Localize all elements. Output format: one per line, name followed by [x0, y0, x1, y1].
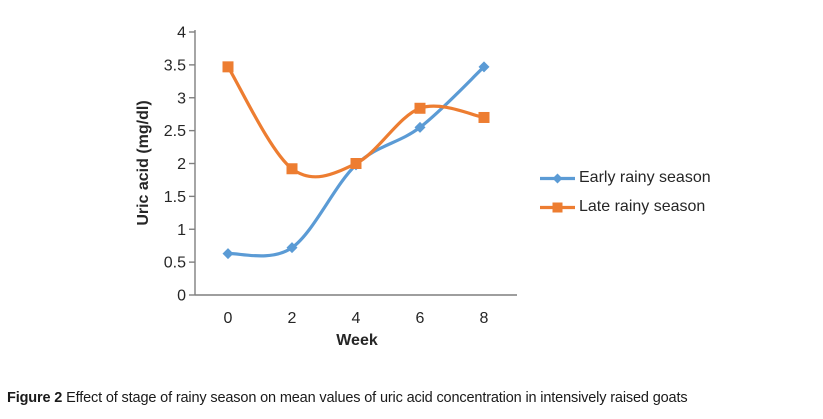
y-axis-title: Uric acid (mg/dl) — [135, 100, 152, 226]
svg-text:2: 2 — [177, 156, 186, 173]
svg-text:0.5: 0.5 — [164, 255, 186, 272]
legend-label-late-rainy-season: Late rainy season — [579, 198, 706, 215]
svg-text:2: 2 — [288, 310, 297, 327]
x-axis-title: Week — [336, 332, 378, 349]
figure-caption: Figure 2 Effect of stage of rainy season… — [7, 390, 821, 406]
svg-text:8: 8 — [480, 310, 489, 327]
svg-text:1: 1 — [177, 222, 186, 239]
chart-legend: Early rainy season Late rainy season — [539, 169, 711, 216]
svg-text:6: 6 — [416, 310, 425, 327]
svg-text:4: 4 — [352, 310, 361, 327]
legend-label-early-rainy-season: Early rainy season — [579, 169, 711, 186]
svg-text:4: 4 — [177, 25, 186, 42]
legend-line-square-icon — [540, 202, 575, 212]
legend-item-late-rainy-season: Late rainy season — [539, 198, 711, 216]
legend-line-diamond-icon — [540, 173, 575, 183]
figure-caption-text: Effect of stage of rainy season on mean … — [66, 390, 688, 406]
svg-text:0: 0 — [224, 310, 233, 327]
svg-text:2.5: 2.5 — [164, 123, 186, 140]
uric-acid-chart: 0 0.5 1 1.5 2 2.5 3 3.5 4 0 2 4 6 8 Uric acid (mg/dl)… — [135, 25, 711, 350]
svg-text:1.5: 1.5 — [164, 189, 186, 206]
legend-item-early-rainy-season: Early rainy season — [539, 169, 711, 187]
svg-text:0: 0 — [177, 288, 186, 305]
plot-canvas: 0 0.5 1 1.5 2 2.5 3 3.5 4 0 2 4 6 8 — [164, 25, 517, 327]
figure-caption-label: Figure 2 — [7, 390, 63, 406]
svg-text:3.5: 3.5 — [164, 57, 186, 74]
svg-text:3: 3 — [177, 90, 186, 107]
